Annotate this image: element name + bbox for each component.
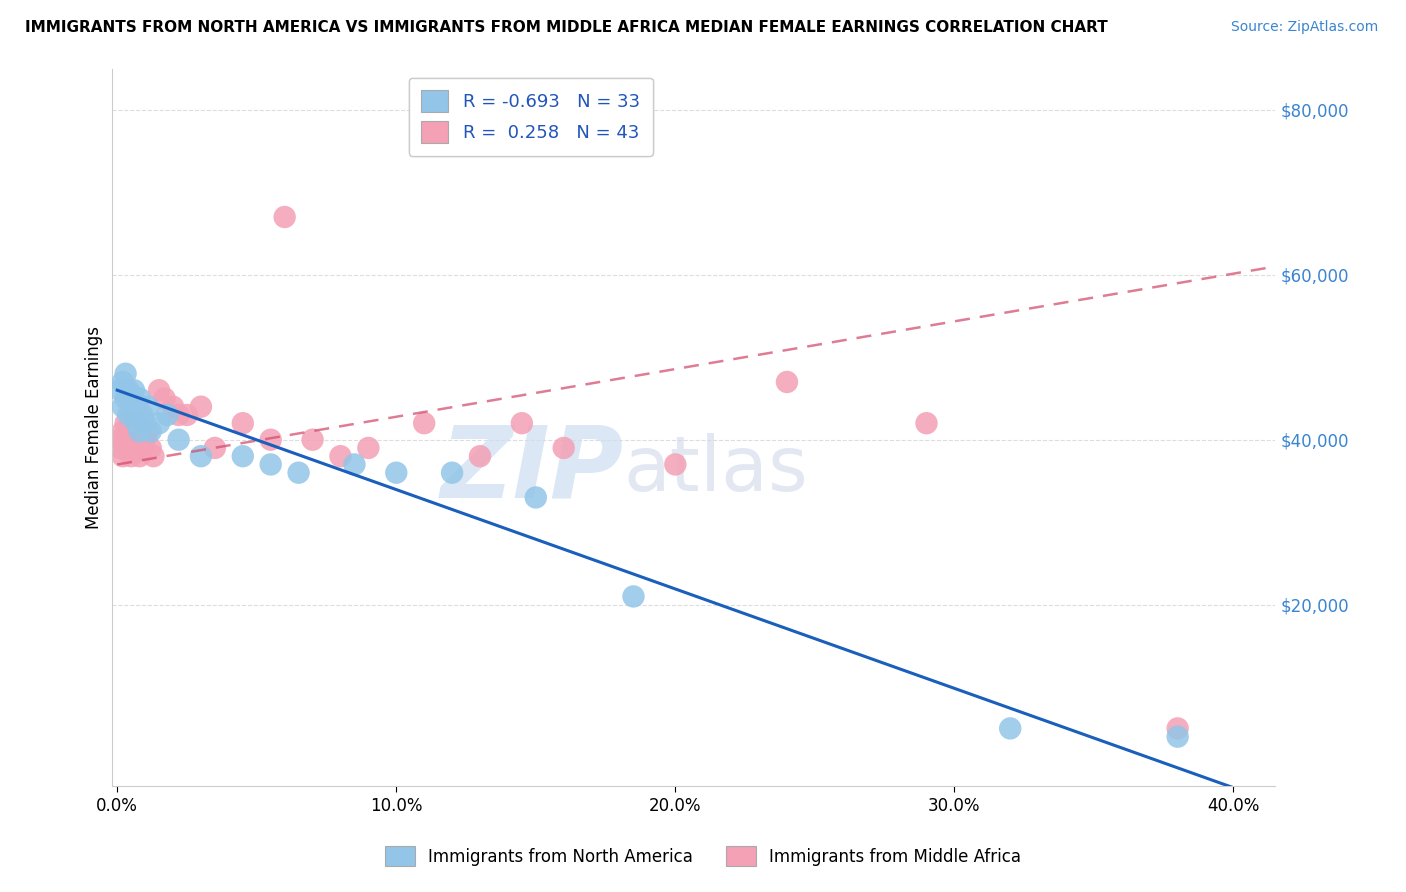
- Point: [125, 416, 148, 430]
- Text: atlas: atlas: [624, 434, 808, 508]
- Point: [139, 441, 162, 455]
- Point: [122, 383, 145, 397]
- Point: [301, 433, 323, 447]
- Point: [131, 408, 153, 422]
- Point: [148, 383, 170, 397]
- Point: [120, 400, 142, 414]
- Point: [120, 392, 142, 406]
- Point: [134, 416, 156, 430]
- Point: [776, 375, 799, 389]
- Point: [1167, 722, 1189, 736]
- Point: [664, 458, 686, 472]
- Point: [114, 392, 136, 406]
- Legend: Immigrants from North America, Immigrants from Middle Africa: Immigrants from North America, Immigrant…: [377, 838, 1029, 875]
- Point: [329, 449, 352, 463]
- Point: [131, 441, 153, 455]
- Point: [128, 449, 150, 463]
- Point: [134, 433, 156, 447]
- Point: [190, 400, 212, 414]
- Point: [204, 441, 226, 455]
- Point: [108, 441, 131, 455]
- Point: [156, 408, 179, 422]
- Point: [111, 425, 134, 439]
- Point: [120, 449, 142, 463]
- Point: [524, 491, 547, 505]
- Point: [468, 449, 491, 463]
- Point: [260, 458, 283, 472]
- Point: [510, 416, 533, 430]
- Point: [111, 449, 134, 463]
- Point: [232, 416, 254, 430]
- Point: [128, 425, 150, 439]
- Point: [232, 449, 254, 463]
- Point: [117, 383, 139, 397]
- Point: [343, 458, 366, 472]
- Point: [125, 400, 148, 414]
- Point: [915, 416, 938, 430]
- Point: [125, 416, 148, 430]
- Point: [1000, 722, 1022, 736]
- Point: [553, 441, 575, 455]
- Point: [142, 449, 165, 463]
- Point: [260, 433, 283, 447]
- Point: [117, 408, 139, 422]
- Point: [162, 400, 184, 414]
- Point: [111, 375, 134, 389]
- Point: [623, 590, 645, 604]
- Legend: R = -0.693   N = 33, R =  0.258   N = 43: R = -0.693 N = 33, R = 0.258 N = 43: [409, 78, 652, 156]
- Point: [125, 433, 148, 447]
- Point: [128, 425, 150, 439]
- Point: [167, 408, 190, 422]
- Point: [128, 392, 150, 406]
- Point: [114, 433, 136, 447]
- Point: [385, 466, 408, 480]
- Point: [136, 425, 159, 439]
- Point: [441, 466, 464, 480]
- Text: Source: ZipAtlas.com: Source: ZipAtlas.com: [1230, 20, 1378, 34]
- Y-axis label: Median Female Earnings: Median Female Earnings: [86, 326, 103, 529]
- Point: [120, 433, 142, 447]
- Point: [1167, 730, 1189, 744]
- Point: [111, 400, 134, 414]
- Text: ZIP: ZIP: [440, 422, 624, 519]
- Point: [122, 433, 145, 447]
- Point: [114, 367, 136, 381]
- Point: [122, 408, 145, 422]
- Point: [114, 416, 136, 430]
- Point: [190, 449, 212, 463]
- Point: [273, 210, 295, 224]
- Point: [148, 416, 170, 430]
- Point: [117, 441, 139, 455]
- Point: [413, 416, 436, 430]
- Point: [357, 441, 380, 455]
- Point: [287, 466, 309, 480]
- Point: [139, 425, 162, 439]
- Point: [176, 408, 198, 422]
- Point: [120, 416, 142, 430]
- Point: [153, 392, 176, 406]
- Text: IMMIGRANTS FROM NORTH AMERICA VS IMMIGRANTS FROM MIDDLE AFRICA MEDIAN FEMALE EAR: IMMIGRANTS FROM NORTH AMERICA VS IMMIGRA…: [25, 20, 1108, 35]
- Point: [167, 433, 190, 447]
- Point: [122, 441, 145, 455]
- Point: [108, 433, 131, 447]
- Point: [117, 425, 139, 439]
- Point: [136, 400, 159, 414]
- Point: [108, 383, 131, 397]
